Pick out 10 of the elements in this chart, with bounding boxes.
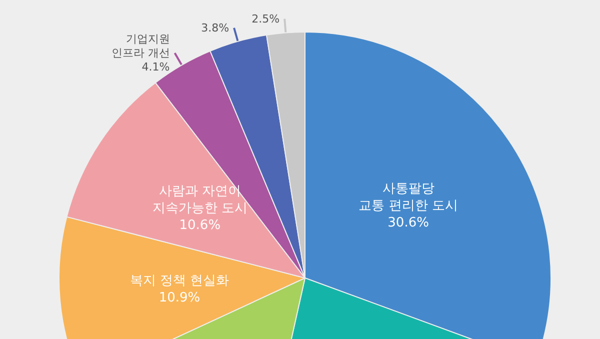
slice-label: 사람과 자연이 지속가능한 도시 bbox=[152, 184, 248, 216]
data-label: 2.5% bbox=[252, 12, 280, 26]
data-label: 4.1% bbox=[142, 60, 170, 74]
data-label: 10.9% bbox=[158, 290, 200, 306]
slice-label: 기업지원 인프라 개선 bbox=[111, 32, 170, 60]
data-label: 30.6% bbox=[388, 215, 429, 230]
slice-label: 사통팔당 교통 편리한 도시 bbox=[358, 181, 458, 214]
data-label: 3.8% bbox=[201, 21, 230, 34]
data-label: 10.6% bbox=[179, 218, 221, 233]
slice-label: 복지 정책 현실화 bbox=[130, 273, 230, 288]
